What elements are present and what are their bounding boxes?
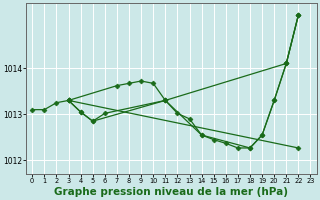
X-axis label: Graphe pression niveau de la mer (hPa): Graphe pression niveau de la mer (hPa) (54, 187, 288, 197)
